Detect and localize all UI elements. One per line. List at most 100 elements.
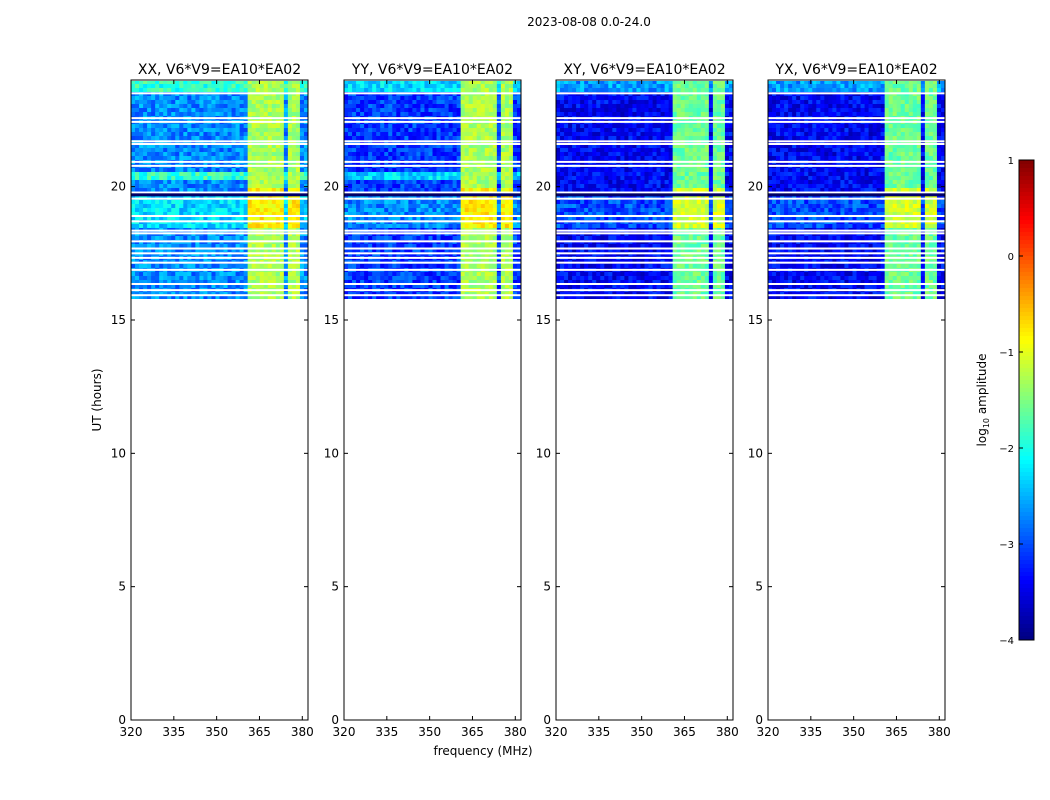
heatmap-cell — [380, 148, 385, 153]
heatmap-cell — [432, 180, 437, 185]
heatmap-cell — [271, 180, 277, 185]
heatmap-cell — [147, 80, 152, 85]
heatmap-cell — [271, 212, 277, 217]
heatmap-cell — [476, 188, 482, 193]
heatmap-cell — [452, 204, 458, 209]
heatmap-cell — [191, 108, 196, 113]
heatmap-cell — [480, 284, 486, 289]
heatmap-cell — [195, 224, 200, 229]
heatmap-cell — [352, 248, 357, 253]
heatmap-cell — [496, 84, 502, 89]
heatmap-cell — [239, 104, 245, 109]
heatmap-cell — [131, 112, 136, 117]
heatmap-cell — [464, 204, 470, 209]
heatmap-cell — [492, 248, 498, 253]
heatmap-cell — [496, 136, 502, 141]
heatmap-cell — [472, 244, 478, 249]
heatmap-cell — [299, 104, 305, 109]
heatmap-cell — [235, 280, 241, 285]
heatmap-cell — [243, 152, 249, 157]
heatmap-cell — [199, 108, 204, 113]
heatmap-cell — [488, 100, 494, 105]
heatmap-cell — [211, 272, 216, 277]
heatmap-cell — [344, 128, 349, 133]
heatmap-cell — [432, 276, 437, 281]
heatmap-cell — [167, 84, 172, 89]
heatmap-cell — [508, 108, 514, 113]
heatmap-cell — [400, 156, 405, 161]
heatmap-cell — [388, 224, 393, 229]
heatmap-cell — [151, 284, 156, 289]
heatmap-cell — [384, 200, 389, 205]
heatmap-cell — [271, 280, 277, 285]
heatmap-cell — [163, 84, 168, 89]
heatmap-cell — [348, 152, 353, 157]
heatmap-cell — [496, 176, 502, 181]
heatmap-cell — [303, 200, 308, 205]
heatmap-cell — [243, 108, 249, 113]
heatmap-cell — [516, 180, 521, 185]
heatmap-cell — [203, 284, 208, 289]
heatmap-cell — [472, 172, 478, 177]
heatmap-cell — [295, 236, 301, 241]
heatmap-cell — [175, 128, 180, 133]
heatmap-cell — [380, 188, 385, 193]
heatmap-cell — [287, 168, 293, 173]
heatmap-cell — [143, 180, 148, 185]
heatmap-cell — [364, 84, 369, 89]
heatmap-cell — [372, 84, 377, 89]
heatmap-cell — [376, 144, 381, 149]
heatmap-cell — [388, 212, 393, 217]
heatmap-cell — [235, 216, 241, 221]
heatmap-cell — [271, 96, 277, 101]
heatmap-cell — [163, 200, 168, 205]
heatmap-cell — [143, 212, 148, 217]
heatmap-cell — [392, 236, 397, 241]
heatmap-cell — [287, 152, 293, 157]
heatmap-cell — [251, 96, 257, 101]
heatmap-cell — [171, 216, 176, 221]
heatmap-cell — [348, 96, 353, 101]
heatmap-cell — [364, 104, 369, 109]
heatmap-cell — [400, 144, 405, 149]
heatmap-cell — [159, 296, 164, 301]
heatmap-cell — [360, 88, 365, 93]
heatmap-cell — [500, 168, 506, 173]
heatmap-cell — [436, 264, 441, 269]
heatmap-cell — [428, 212, 433, 217]
heatmap-cell — [259, 272, 265, 277]
heatmap-cell — [291, 172, 297, 177]
heatmap-cell — [267, 152, 273, 157]
heatmap-cell — [352, 284, 357, 289]
heatmap-cell — [444, 100, 449, 105]
heatmap-cell — [191, 284, 196, 289]
heatmap-cell — [484, 80, 490, 85]
heatmap-cell — [195, 152, 200, 157]
heatmap-cell — [211, 208, 216, 213]
heatmap-cell — [404, 104, 409, 109]
heatmap-cell — [512, 176, 518, 181]
heatmap-cell — [360, 112, 365, 117]
heatmap-cell — [452, 296, 458, 301]
heatmap-cell — [484, 176, 490, 181]
heatmap-cell — [448, 88, 454, 93]
heatmap-cell — [287, 236, 293, 241]
heatmap-cell — [175, 144, 180, 149]
heatmap-cell — [476, 144, 482, 149]
heatmap-cell — [380, 200, 385, 205]
heatmap-cell — [275, 276, 281, 281]
heatmap-cell — [199, 180, 204, 185]
heatmap-cell — [235, 264, 241, 269]
heatmap-cell — [428, 204, 433, 209]
heatmap-cell — [303, 100, 308, 105]
heatmap-cell — [356, 212, 361, 217]
heatmap-cell — [179, 156, 184, 161]
heatmap-cell — [368, 100, 373, 105]
heatmap-cell — [380, 248, 385, 253]
heatmap-cell — [400, 224, 405, 229]
heatmap-cell — [259, 204, 265, 209]
heatmap-cell — [279, 132, 285, 137]
heatmap-cell — [412, 264, 417, 269]
heatmap-cell — [167, 156, 172, 161]
heatmap-cell — [187, 108, 192, 113]
